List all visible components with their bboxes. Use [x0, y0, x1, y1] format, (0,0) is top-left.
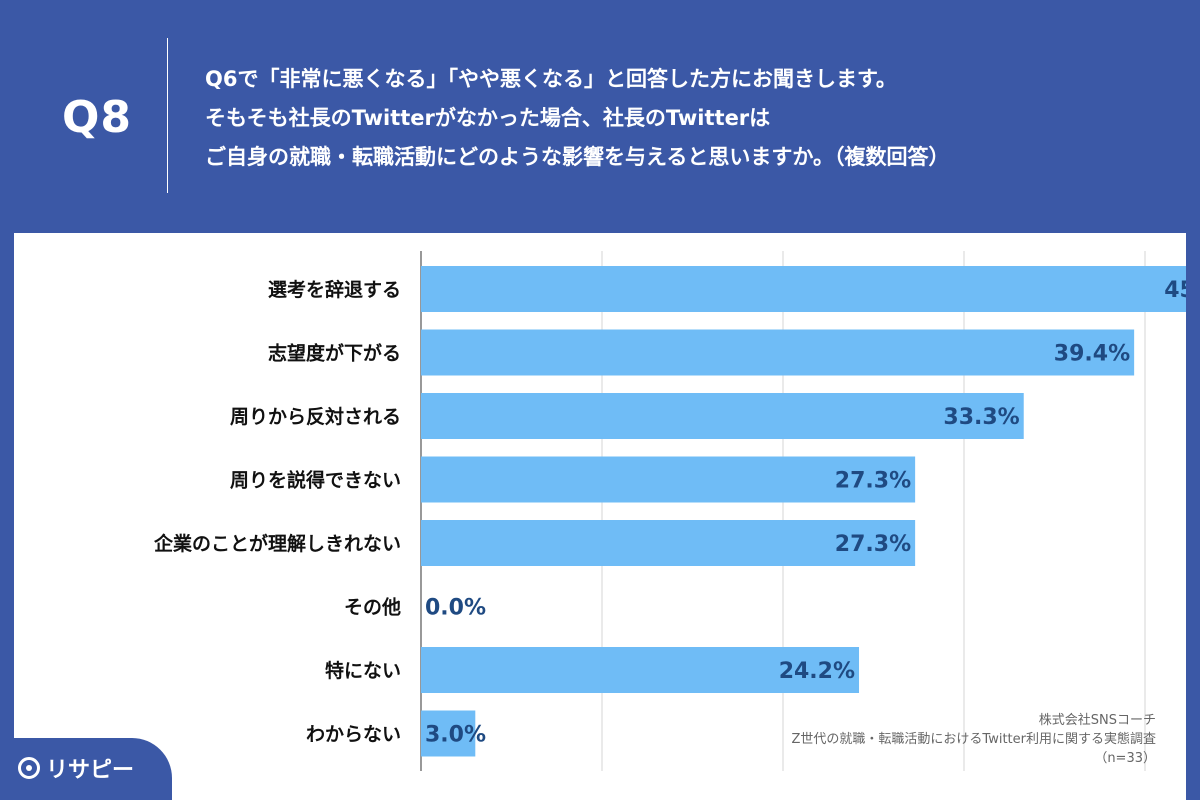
question-number: Q8 — [62, 92, 133, 143]
category-label: 周りを説得できない — [230, 469, 401, 492]
value-label: 27.3% — [835, 469, 911, 494]
value-label: 24.2% — [779, 659, 855, 684]
category-label: 企業のことが理解しきれない — [153, 532, 401, 555]
category-label: 周りから反対される — [230, 405, 401, 428]
category-label: 志望度が下がる — [268, 342, 401, 365]
bar — [421, 266, 1186, 312]
map-pin-icon — [18, 757, 40, 779]
question-line-1: Q6で「非常に悪くなる」「やや悪くなる」と回答した方にお聞きします。 — [205, 67, 897, 91]
bar-chart: 選考を辞退する 45.5% 志望度が下がる 39.4% 周りから反対される 33.3% 周り… — [153, 251, 1186, 771]
value-label: 3.0% — [425, 723, 486, 748]
bar — [421, 647, 860, 693]
source-sample-size: （n=33） — [1094, 751, 1156, 766]
header: Q8 Q6で「非常に悪くなる」「やや悪くなる」と回答した方にお聞きします。 そも… — [0, 0, 1200, 230]
bar — [421, 710, 476, 757]
value-label: 0.0% — [425, 596, 486, 621]
source-survey: Z世代の就職・転職活動におけるTwitter利用に関する実態調査 — [791, 732, 1156, 747]
question-line-3: ご自身の就職・転職活動にどのような影響を与えると思いますか。（複数回答） — [205, 145, 950, 169]
question-text: Q6で「非常に悪くなる」「やや悪くなる」と回答した方にお聞きします。 そもそも社… — [205, 60, 1165, 177]
bar — [421, 393, 1024, 439]
bar — [421, 329, 1135, 376]
category-label: 特にない — [325, 660, 401, 682]
value-label: 45.5% — [1164, 278, 1186, 303]
brand-logo: リサピー — [18, 752, 134, 784]
brand-logo-text: リサピー — [46, 758, 135, 783]
bar — [421, 456, 916, 503]
source-note: 株式会社SNSコーチ Z世代の就職・転職活動におけるTwitter利用に関する実… — [792, 711, 1156, 768]
source-company: 株式会社SNSコーチ — [1038, 713, 1156, 728]
bar — [421, 520, 916, 566]
category-label: その他 — [344, 596, 401, 619]
header-divider — [167, 38, 168, 193]
question-line-2: そもそも社長のTwitterがなかった場合、社長のTwitterは — [205, 106, 771, 130]
value-label: 39.4% — [1054, 342, 1130, 367]
value-label: 27.3% — [835, 532, 911, 557]
category-label: 選考を辞退する — [268, 278, 401, 301]
value-label: 33.3% — [943, 405, 1019, 430]
chart-panel: 選考を辞退する 45.5% 志望度が下がる 39.4% 周りから反対される 33.3% 周り… — [14, 233, 1186, 800]
category-label: わからない — [306, 724, 401, 746]
